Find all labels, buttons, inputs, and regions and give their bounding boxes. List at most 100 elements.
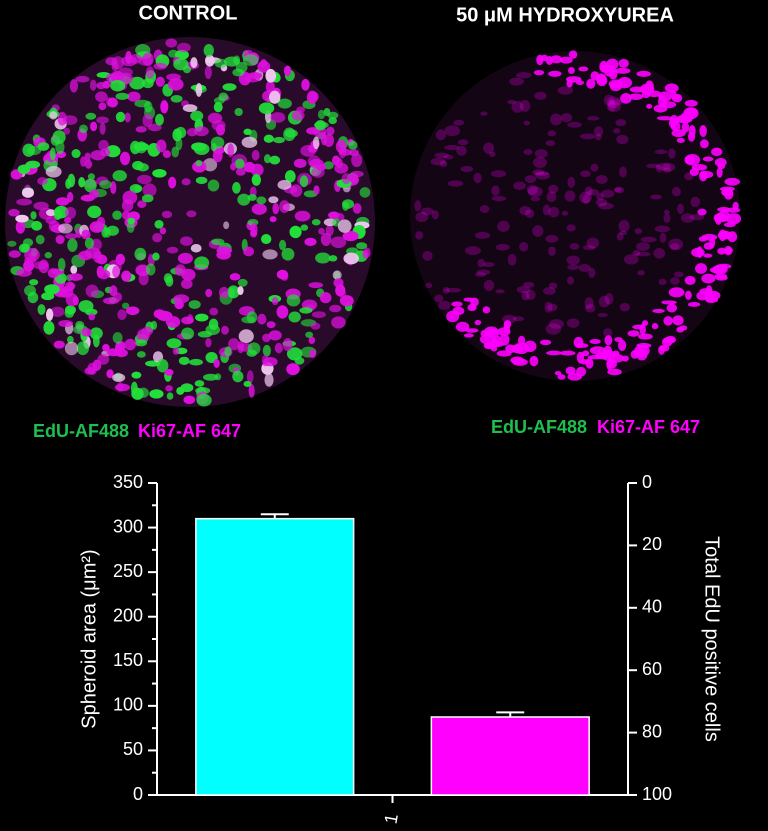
cell (580, 133, 596, 140)
cell (256, 196, 267, 205)
cell (269, 90, 281, 104)
cell (268, 196, 279, 204)
cell (438, 300, 451, 310)
legend-label: Ki67-AF 647 (138, 421, 241, 441)
cell (153, 309, 166, 319)
cell (315, 119, 326, 131)
cell (435, 129, 446, 141)
cell (497, 220, 510, 232)
cell (112, 210, 122, 220)
legend-label: EdU-AF488 (491, 417, 587, 437)
error-bar (260, 513, 289, 519)
cell (726, 207, 741, 213)
cell (64, 341, 79, 356)
cell (335, 139, 347, 153)
cell (568, 66, 575, 75)
cell (587, 354, 603, 360)
cell (117, 309, 127, 321)
cell (613, 187, 622, 193)
cell (64, 206, 77, 220)
cell (327, 111, 339, 119)
cell (227, 143, 235, 158)
cell (57, 111, 67, 126)
cell (133, 142, 150, 151)
cell (310, 322, 321, 330)
cell (703, 253, 713, 258)
cell (317, 109, 326, 120)
cell (608, 353, 624, 363)
cell (92, 334, 100, 348)
cell (189, 358, 203, 366)
cell (599, 60, 609, 73)
cell (213, 101, 223, 113)
cell (181, 178, 191, 186)
cell (284, 170, 296, 183)
cell (8, 208, 20, 217)
cell (663, 213, 671, 223)
cell (136, 163, 149, 172)
y2-tick-label: 40 (642, 597, 662, 617)
cell (567, 121, 582, 128)
cell (58, 319, 74, 328)
cell (8, 250, 21, 258)
cell (17, 164, 31, 175)
cell (84, 367, 96, 375)
cell (616, 134, 629, 145)
cell (474, 319, 482, 326)
cell (339, 295, 354, 307)
cell (162, 150, 171, 159)
cell (135, 339, 148, 347)
cell (299, 307, 313, 314)
cell (79, 124, 88, 134)
cell (479, 205, 490, 213)
cell (290, 184, 303, 198)
cell (46, 209, 56, 217)
cell (304, 237, 317, 246)
spheroid (410, 51, 740, 381)
cell (85, 112, 97, 120)
cell (84, 237, 95, 249)
cell (25, 160, 41, 169)
cell (37, 304, 46, 316)
cell (311, 311, 327, 319)
cell (723, 222, 736, 228)
cell (529, 355, 539, 367)
cell (41, 292, 55, 301)
cell (356, 242, 368, 250)
cell (588, 267, 596, 279)
cell (615, 119, 627, 127)
cell (263, 154, 271, 164)
cell (142, 52, 154, 67)
cell (603, 328, 613, 337)
cell (613, 128, 621, 134)
cell (465, 328, 479, 333)
cell (351, 153, 363, 168)
cell (119, 151, 131, 166)
cell (534, 91, 547, 100)
y-tick-label: 100 (113, 695, 143, 715)
cell (89, 221, 105, 233)
cell (196, 393, 212, 407)
cell (601, 189, 615, 198)
cell (445, 287, 462, 293)
cell (53, 340, 65, 349)
cell (559, 56, 573, 64)
cell (658, 95, 667, 108)
y-tick-label: 150 (113, 650, 143, 670)
cell (645, 80, 654, 92)
cell (712, 264, 728, 275)
cell (243, 380, 252, 387)
cell (672, 186, 681, 197)
cell (595, 198, 608, 207)
cell (35, 234, 45, 245)
cell (668, 148, 676, 159)
cell (465, 246, 481, 256)
cell (320, 232, 332, 247)
cell (182, 104, 198, 113)
cell (691, 163, 708, 171)
cell (55, 197, 70, 206)
cell (699, 170, 714, 179)
cell (174, 300, 184, 310)
cell (655, 162, 671, 170)
cell (156, 358, 169, 373)
